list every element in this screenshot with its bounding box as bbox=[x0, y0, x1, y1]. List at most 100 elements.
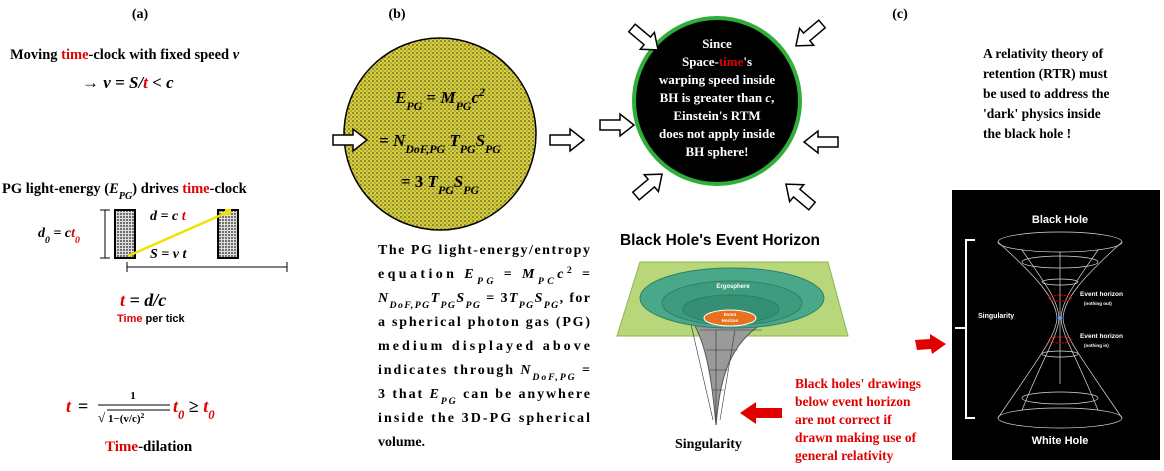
dilation-rhs-part: 0 bbox=[178, 408, 185, 422]
paragraph-line-part: PG bbox=[466, 300, 480, 311]
clock-base-part: S bbox=[150, 247, 158, 262]
speed-relation-part: S/ bbox=[129, 73, 145, 92]
paragraph-line-part: a spherical photon gas (PG) bbox=[378, 315, 590, 330]
note-line: 'dark' physics inside bbox=[983, 106, 1101, 121]
paragraph-line-part: = 3 bbox=[481, 291, 507, 306]
heading-part: v bbox=[233, 47, 240, 63]
sphere-line-part: does not apply inside bbox=[659, 126, 775, 141]
clock-base: S = v t bbox=[150, 247, 187, 262]
circle-formula-part: N bbox=[392, 131, 406, 150]
speed-relation-part: = bbox=[111, 73, 129, 92]
paragraph-line-part: 3 that bbox=[378, 387, 428, 402]
dilation-numerator: 1 bbox=[130, 390, 136, 402]
horizon-label: Horizon bbox=[722, 318, 739, 323]
bracket bbox=[100, 209, 110, 259]
circle-formula-part: = bbox=[379, 131, 393, 150]
circle-formula: EPG = MPGc2 bbox=[394, 85, 485, 113]
paragraph-line-part: PC bbox=[538, 276, 554, 287]
white-hole-label: White Hole bbox=[1032, 435, 1089, 447]
paragraph-line-part: PG bbox=[477, 276, 493, 287]
heading-part: Moving bbox=[10, 47, 61, 63]
circle-formula-part: 2 bbox=[478, 85, 485, 99]
clock-height-part: 0 bbox=[75, 235, 80, 246]
driver-part: -clock bbox=[210, 181, 248, 197]
horizon-note: (nothing out) bbox=[1084, 301, 1112, 306]
circle-formula-part: PG bbox=[438, 183, 454, 197]
paragraph-line-part: E bbox=[429, 387, 439, 402]
clock-height-part: = c bbox=[50, 226, 72, 241]
ergosphere-label: Ergosphere bbox=[716, 284, 750, 290]
paragraph-line-part: M bbox=[521, 267, 535, 282]
bracket bbox=[126, 262, 288, 272]
paragraph-line: The PG light-energy/entropy bbox=[378, 243, 590, 258]
clock-height: d0 = ct0 bbox=[38, 226, 80, 246]
horizon-note: (nothing in) bbox=[1084, 343, 1109, 348]
sphere-line: warping speed inside bbox=[659, 72, 776, 87]
arrow bbox=[915, 334, 946, 354]
singularity-label: Singularity bbox=[978, 313, 1014, 320]
dilation-rhs: t0 ≥ t0 bbox=[173, 396, 215, 422]
paragraph-line: volume. bbox=[378, 435, 425, 450]
driver-part: time bbox=[182, 181, 210, 197]
paragraph-line-part: = bbox=[575, 267, 590, 282]
dilation-caption-part: Time bbox=[105, 439, 138, 455]
driver-part: E bbox=[108, 181, 119, 197]
sphere-line-part: time bbox=[719, 54, 744, 69]
sphere-line-part: Einstein's RTM bbox=[673, 108, 760, 123]
clock-height-part: 0 bbox=[45, 235, 50, 246]
sphere-line-part: 's bbox=[743, 54, 752, 69]
driver: PG light-energy (EPG) drives time-clock bbox=[2, 181, 248, 202]
paragraph: The PG light-energy/entropy equation E PG… bbox=[377, 243, 590, 450]
paragraph-line-part: T bbox=[431, 291, 441, 306]
clock-diagonal: d = c t bbox=[150, 209, 187, 224]
arrow bbox=[599, 113, 635, 137]
clock-diagonal-part: = c bbox=[157, 209, 182, 224]
dilation-formula: t = 1 √ 1−(v/c)2 t0 ≥ t0 bbox=[66, 390, 215, 425]
driver-part: PG light-energy ( bbox=[2, 181, 109, 197]
paragraph-line-part: E bbox=[463, 267, 473, 282]
paragraph-line-part: N bbox=[519, 363, 531, 378]
clock-height-part: t bbox=[71, 226, 76, 241]
sphere-text: Since Space-time's warping speed inside … bbox=[659, 36, 776, 159]
paragraph-line-part: DoF,PG bbox=[389, 300, 430, 311]
funnel-drawing: Ergosphere Event Horizon bbox=[616, 261, 849, 426]
heading-part: -clock with fixed speed bbox=[89, 47, 233, 63]
dilation-rhs-part: 0 bbox=[208, 408, 215, 422]
tick-formula-part: t bbox=[120, 290, 126, 310]
funnel-grid bbox=[689, 319, 762, 425]
circle-formula-part: c bbox=[471, 88, 479, 107]
clock-base-part: = bbox=[158, 247, 173, 262]
circle-formula-part: S bbox=[454, 172, 463, 191]
arrow bbox=[740, 402, 782, 424]
paragraph-line: 3 that E PG can be anywhere bbox=[378, 387, 590, 407]
paragraph-line-part: equation bbox=[378, 267, 461, 282]
tick-formula-part: d/c bbox=[144, 290, 166, 310]
driver-part: ) drives bbox=[132, 181, 182, 197]
circle-formula-part: S bbox=[476, 131, 485, 150]
circle-formula-part: DoF,PG bbox=[404, 142, 445, 156]
warning-line: general relativity bbox=[795, 448, 894, 463]
paragraph-line-part: = bbox=[497, 267, 519, 282]
paragraph-line: indicates through N DoF,PG = bbox=[378, 363, 590, 383]
wormhole-wireframe-part bbox=[1062, 241, 1123, 419]
speed-relation-part: c bbox=[166, 73, 174, 92]
paragraph-line: medium displayed above bbox=[378, 339, 590, 354]
paragraph-line-part: medium displayed above bbox=[378, 339, 590, 354]
warning-line: Black holes' drawings bbox=[795, 376, 921, 391]
speed-relation-part: < bbox=[148, 73, 166, 92]
paragraph-line-part: can be anywhere bbox=[458, 387, 590, 402]
horizon-label: Event bbox=[724, 312, 737, 317]
bracket bbox=[955, 239, 975, 419]
dilation-eq: = bbox=[78, 396, 88, 416]
clock-drawing bbox=[100, 209, 288, 272]
warning-line: drawn making use of bbox=[795, 430, 917, 445]
dilation-caption: Time-dilation bbox=[105, 439, 193, 455]
horizon-ring bbox=[1047, 294, 1073, 302]
sphere-line-part: , bbox=[771, 90, 774, 105]
circle-formula-part: M bbox=[439, 88, 456, 107]
warning: Black holes' drawings below event horizo… bbox=[795, 376, 921, 463]
black-hole-label: Black Hole bbox=[1032, 214, 1088, 226]
circle-formula-part: E bbox=[394, 88, 406, 107]
sphere-line: BH is greater than c, bbox=[660, 90, 775, 105]
circle-formula-part: PG bbox=[456, 99, 472, 113]
